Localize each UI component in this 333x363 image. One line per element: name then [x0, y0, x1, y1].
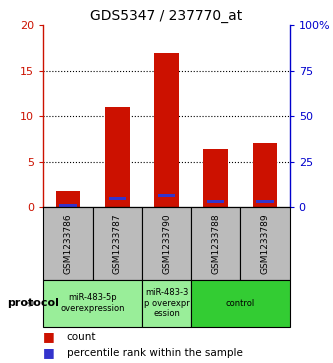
Text: protocol: protocol: [7, 298, 59, 308]
Bar: [56, 191, 80, 207]
Text: GDS5347 / 237770_at: GDS5347 / 237770_at: [90, 9, 243, 23]
Bar: [191, 280, 290, 327]
Text: miR-483-3
p overexpr
ession: miR-483-3 p overexpr ession: [144, 288, 189, 318]
Text: GSM1233787: GSM1233787: [113, 213, 122, 274]
Bar: [43, 280, 142, 327]
Text: GSM1233789: GSM1233789: [260, 213, 270, 274]
Bar: [59, 204, 77, 207]
Bar: [253, 143, 277, 207]
Text: control: control: [226, 299, 255, 307]
Text: percentile rank within the sample: percentile rank within the sample: [67, 348, 242, 358]
Bar: [158, 194, 175, 197]
Text: GSM1233786: GSM1233786: [63, 213, 73, 274]
Text: count: count: [67, 332, 96, 342]
Bar: [207, 200, 224, 203]
Text: ■: ■: [43, 346, 55, 359]
Bar: [203, 149, 228, 207]
Text: GSM1233790: GSM1233790: [162, 213, 171, 274]
Text: GSM1233788: GSM1233788: [211, 213, 220, 274]
Text: miR-483-5p
overexpression: miR-483-5p overexpression: [60, 293, 125, 313]
Bar: [109, 197, 126, 200]
Bar: [240, 207, 290, 280]
Bar: [256, 200, 274, 203]
Bar: [43, 207, 93, 280]
Bar: [93, 207, 142, 280]
Bar: [191, 207, 240, 280]
Bar: [142, 280, 191, 327]
Text: ■: ■: [43, 330, 55, 343]
Bar: [154, 53, 179, 207]
Bar: [142, 207, 191, 280]
Bar: [105, 107, 130, 207]
